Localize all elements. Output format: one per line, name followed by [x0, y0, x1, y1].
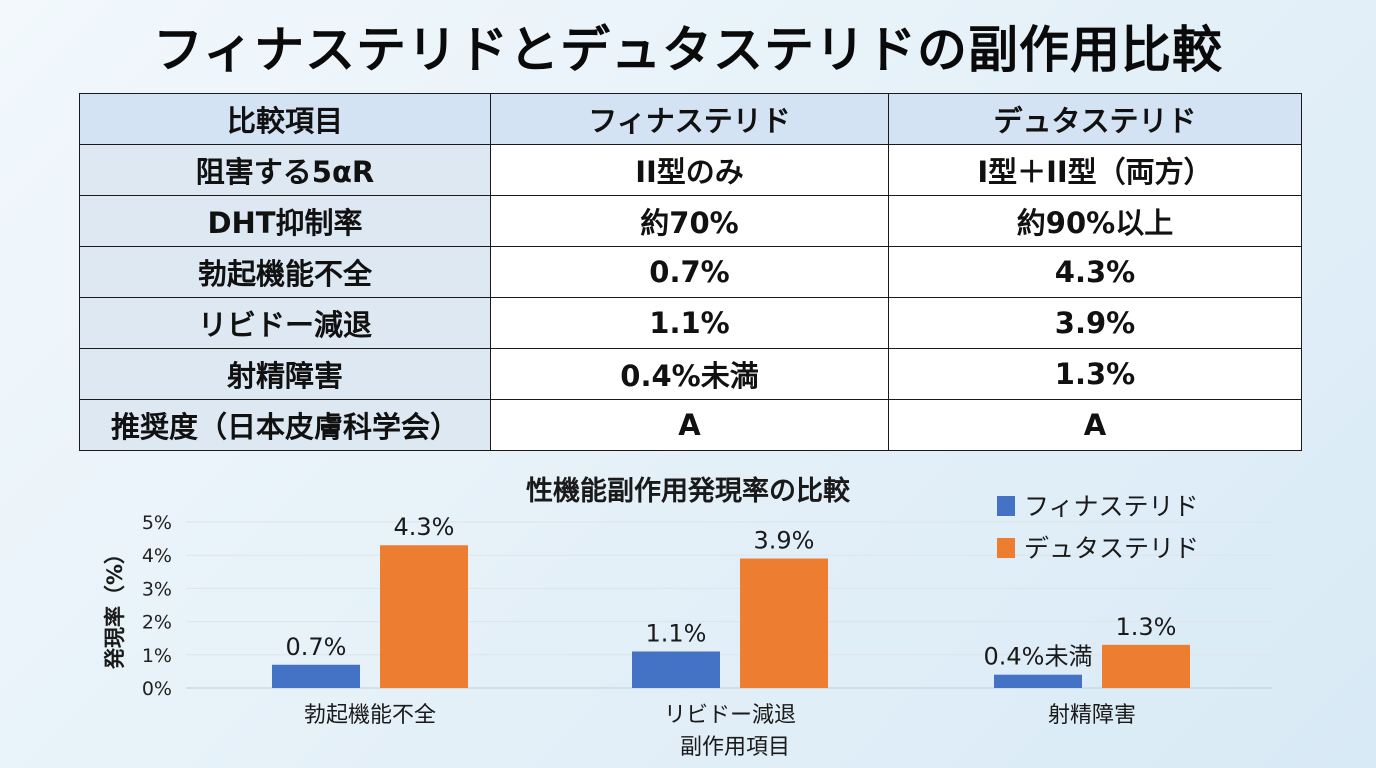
dutasteride-value: 3.9%: [888, 297, 1302, 349]
legend-swatch: [997, 538, 1015, 558]
table-header-row: 比較項目 フィナステリド デュタステリド: [79, 93, 1302, 145]
row-label: DHT抑制率: [79, 195, 491, 247]
y-tick-label: 1%: [142, 645, 172, 667]
row-label: 射精障害: [79, 348, 491, 400]
y-axis-label: 発現率（%）: [103, 543, 127, 670]
bar: [380, 545, 468, 688]
table-row: 勃起機能不全 0.7% 4.3%: [79, 246, 1302, 298]
data-label: 1.1%: [646, 619, 707, 647]
x-tick-label: 射精障害: [1048, 703, 1136, 728]
finasteride-value: 0.4%未満: [490, 348, 889, 400]
legend-label: デュタステリド: [1024, 534, 1199, 563]
row-label: 勃起機能不全: [79, 246, 491, 298]
legend-swatch: [997, 496, 1015, 516]
data-label: 0.7%: [286, 633, 347, 661]
x-axis-label: 副作用項目: [680, 735, 790, 760]
table-row: DHT抑制率 約70% 約90%以上: [79, 195, 1302, 247]
row-label: リビドー減退: [79, 297, 491, 349]
row-label: 阻害する5αR: [79, 144, 491, 196]
page-title: フィナステリドとデュタステリドの副作用比較: [153, 21, 1223, 79]
bar: [994, 674, 1082, 688]
header-dutasteride: デュタステリド: [888, 93, 1302, 145]
dutasteride-value: 1.3%: [888, 348, 1302, 400]
dutasteride-value: 約90%以上: [888, 195, 1302, 247]
x-tick-label: 勃起機能不全: [304, 703, 436, 728]
x-tick-label: リビドー減退: [664, 703, 796, 728]
comparison-table: 比較項目 フィナステリド デュタステリド 阻害する5αR II型のみ I型＋II…: [79, 93, 1302, 451]
bar: [632, 651, 720, 688]
y-tick-label: 0%: [142, 678, 172, 700]
data-label: 4.3%: [394, 513, 455, 541]
y-tick-label: 3%: [142, 578, 172, 600]
table-row: 射精障害 0.4%未満 1.3%: [79, 348, 1302, 400]
finasteride-value: 約70%: [490, 195, 889, 247]
data-label: 3.9%: [754, 527, 815, 555]
bar: [272, 664, 360, 688]
y-tick-label: 5%: [142, 512, 172, 534]
finasteride-value: A: [490, 399, 889, 451]
legend-label: フィナステリド: [1024, 492, 1199, 521]
header-item: 比較項目: [79, 93, 491, 145]
data-label: 1.3%: [1116, 613, 1177, 641]
finasteride-value: II型のみ: [490, 144, 889, 196]
finasteride-value: 1.1%: [490, 297, 889, 349]
chart-title: 性機能副作用発現率の比較: [526, 475, 851, 507]
y-tick-label: 4%: [142, 545, 172, 567]
header-finasteride: フィナステリド: [490, 93, 889, 145]
table-row: リビドー減退 1.1% 3.9%: [79, 297, 1302, 349]
table-row: 推奨度（日本皮膚科学会） A A: [79, 399, 1302, 451]
data-label: 0.4%未満: [984, 643, 1093, 671]
bar: [1102, 644, 1190, 688]
row-label: 推奨度（日本皮膚科学会）: [79, 399, 491, 451]
dutasteride-value: 4.3%: [888, 246, 1302, 298]
y-tick-label: 2%: [142, 612, 172, 634]
table-row: 阻害する5αR II型のみ I型＋II型（両方）: [79, 144, 1302, 196]
dutasteride-value: A: [888, 399, 1302, 451]
finasteride-value: 0.7%: [490, 246, 889, 298]
bar: [740, 558, 828, 688]
dutasteride-value: I型＋II型（両方）: [888, 144, 1302, 196]
